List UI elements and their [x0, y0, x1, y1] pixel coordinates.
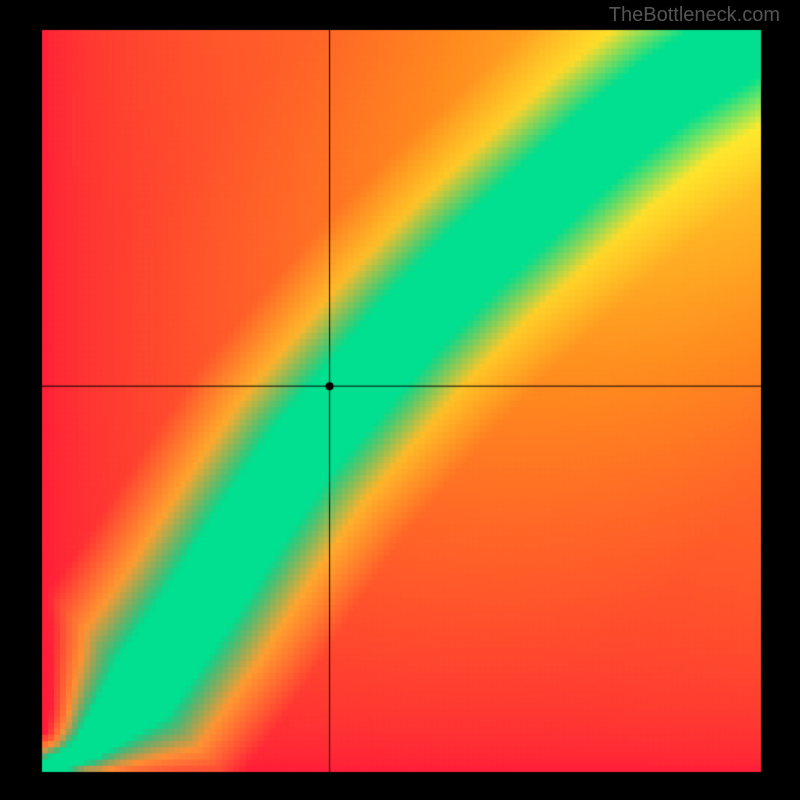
watermark-text: TheBottleneck.com — [609, 4, 780, 27]
heatmap-chart — [0, 0, 800, 800]
chart-container: TheBottleneck.com — [0, 0, 800, 800]
